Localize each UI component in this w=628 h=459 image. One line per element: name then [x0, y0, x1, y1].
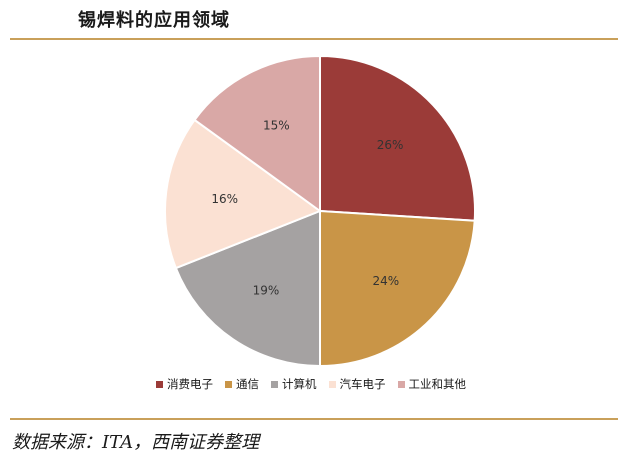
- legend-swatch: [225, 380, 232, 388]
- legend-item-automotive-electronics: 汽车电子: [328, 376, 386, 392]
- legend-item-consumer-electronics: 消费电子: [156, 376, 213, 392]
- legend: 消费电子 通信 计算机 汽车电子 工业和其他: [156, 376, 466, 392]
- legend-item-communication: 通信: [225, 376, 259, 392]
- chart-title: 锡焊料的应用领域: [78, 10, 230, 31]
- slice-data-label: 15%: [263, 118, 290, 132]
- legend-item-computer: 计算机: [271, 376, 317, 392]
- legend-swatch: [328, 380, 336, 388]
- legend-swatch: [397, 380, 405, 388]
- legend-swatch: [156, 380, 163, 388]
- legend-label: 消费电子: [167, 377, 213, 391]
- legend-label: 工业和其他: [408, 377, 467, 391]
- legend-label: 汽车电子: [339, 377, 386, 391]
- slice-data-label: 24%: [372, 274, 399, 288]
- legend-label: 通信: [236, 377, 259, 391]
- pie-slice: [193, 54, 321, 213]
- slice-data-label: 16%: [211, 192, 238, 206]
- bottom-divider: [10, 418, 618, 420]
- legend-label: 计算机: [282, 377, 317, 391]
- pie-slice: [174, 209, 321, 368]
- legend-swatch: [271, 380, 278, 388]
- pie-slice: [319, 209, 476, 368]
- pie-slice: [164, 118, 323, 270]
- slice-data-label: 19%: [253, 283, 280, 297]
- source-note: 数据来源：ITA，西南证券整理: [12, 432, 260, 453]
- pie-slice: [319, 54, 476, 222]
- slice-data-label: 26%: [377, 138, 404, 152]
- top-divider: [10, 38, 618, 40]
- legend-item-industrial-other: 工业和其他: [397, 376, 467, 392]
